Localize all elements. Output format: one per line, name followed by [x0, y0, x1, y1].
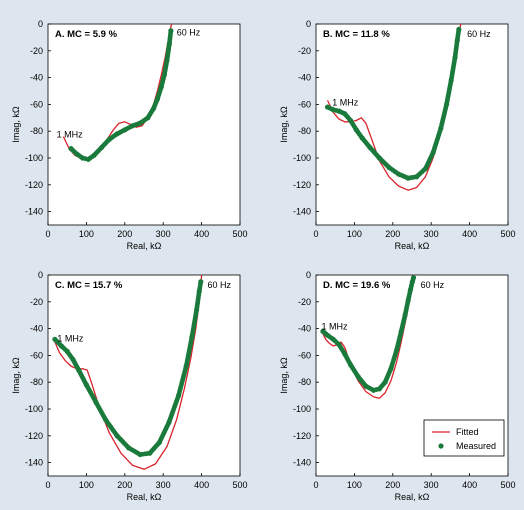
plot-area: [47, 23, 241, 226]
y-tick-label: -120: [25, 431, 43, 441]
x-tick-label: 400: [462, 229, 477, 239]
y-tick-label: -140: [293, 458, 311, 468]
y-tick-label: -80: [298, 126, 311, 136]
y-tick-label: -80: [30, 126, 43, 136]
y-tick-label: -40: [298, 73, 311, 83]
x-tick-label: 200: [385, 229, 400, 239]
x-tick-label: 400: [462, 480, 477, 490]
x-tick-label: 100: [347, 480, 362, 490]
measured-point: [410, 275, 417, 281]
chart-panel-3: 0 100 200 300 400 500 0 -20 -40 -60 -80 -100 -120 -14…: [11, 270, 248, 502]
y-tick-label: 0: [306, 19, 311, 29]
y-tick-label: -140: [25, 207, 43, 217]
x-tick-label: 0: [313, 480, 318, 490]
legend-measured-swatch: [438, 443, 444, 449]
legend: Fitted Measured: [423, 419, 505, 457]
y-tick-label: -100: [293, 404, 311, 414]
x-tick-label: 300: [424, 229, 439, 239]
annotation-label: 60 Hz: [208, 280, 232, 290]
x-tick-label: 300: [156, 229, 171, 239]
y-axis-label: Imag, kΩ: [11, 357, 21, 394]
measured-series: [320, 275, 417, 393]
y-tick-label: -60: [30, 350, 43, 360]
legend-measured-label: Measured: [456, 441, 496, 451]
x-tick-label: 100: [79, 229, 94, 239]
legend-box: [423, 419, 505, 457]
y-tick-label: -120: [293, 431, 311, 441]
x-tick-label: 200: [117, 229, 132, 239]
y-tick-label: -20: [298, 297, 311, 307]
x-axis-label: Real, kΩ: [395, 241, 430, 251]
annotation-label: 60 Hz: [467, 29, 491, 39]
x-axis-label: Real, kΩ: [127, 241, 162, 251]
y-tick-label: 0: [38, 270, 43, 280]
y-tick-label: -100: [25, 153, 43, 163]
y-tick-label: -80: [30, 377, 43, 387]
x-tick-label: 300: [424, 480, 439, 490]
y-tick-label: 0: [38, 19, 43, 29]
panel-title: A. MC = 5.9 %: [55, 29, 118, 40]
annotation-label: 1 MHz: [332, 97, 359, 107]
y-tick-label: -120: [25, 180, 43, 190]
x-tick-label: 500: [232, 229, 247, 239]
panel-title: C. MC = 15.7 %: [55, 280, 123, 291]
chart-panel-2: 0 100 200 300 400 500 0 -20 -40 -60 -80 -100 -120 -14…: [279, 19, 516, 251]
panel-title: D. MC = 19.6 %: [323, 280, 391, 291]
measured-point: [168, 28, 174, 34]
annotation-label: 60 Hz: [421, 280, 445, 290]
y-tick-label: -80: [298, 377, 311, 387]
measured-series: [68, 28, 174, 162]
y-tick-label: -120: [293, 180, 311, 190]
x-tick-label: 0: [313, 229, 318, 239]
plot-area: [315, 23, 509, 226]
x-tick-label: 0: [45, 229, 50, 239]
x-tick-label: 500: [500, 229, 515, 239]
x-tick-label: 100: [347, 229, 362, 239]
legend-fitted-label: Fitted: [456, 427, 479, 437]
measured-series: [52, 279, 204, 458]
y-tick-label: -140: [293, 207, 311, 217]
x-tick-label: 100: [79, 480, 94, 490]
plot-area: [47, 274, 241, 477]
panel-title: B. MC = 11.8 %: [323, 29, 390, 40]
x-axis-label: Real, kΩ: [395, 492, 430, 502]
y-tick-label: -20: [30, 46, 43, 56]
x-tick-label: 500: [232, 480, 247, 490]
annotation-label: 1 MHz: [322, 322, 349, 332]
y-tick-label: -60: [298, 350, 311, 360]
x-tick-label: 200: [117, 480, 132, 490]
y-tick-label: -20: [298, 46, 311, 56]
fitted-series-line: [53, 274, 203, 470]
chart-panel-1: 0 100 200 300 400 500 0 -20 -40 -60 -80 -100 -120 -14…: [11, 19, 248, 251]
x-tick-label: 200: [385, 480, 400, 490]
y-tick-label: -40: [30, 324, 43, 334]
x-tick-label: 0: [45, 480, 50, 490]
annotation-label: 1 MHz: [57, 130, 84, 140]
x-tick-label: 300: [156, 480, 171, 490]
y-tick-label: 0: [306, 270, 311, 280]
annotation-label: 60 Hz: [177, 28, 201, 38]
y-tick-label: -100: [25, 404, 43, 414]
x-tick-label: 400: [194, 229, 209, 239]
y-tick-label: -60: [298, 99, 311, 109]
y-tick-label: -100: [293, 153, 311, 163]
y-tick-label: -60: [30, 99, 43, 109]
measured-series: [324, 26, 462, 181]
y-tick-label: -40: [30, 73, 43, 83]
x-tick-label: 400: [194, 480, 209, 490]
measured-point: [198, 279, 204, 285]
y-axis-label: Imag, kΩ: [11, 106, 21, 143]
y-axis-label: Imag, kΩ: [279, 106, 289, 143]
y-tick-label: -40: [298, 324, 311, 334]
y-axis-label: Imag, kΩ: [279, 357, 289, 394]
measured-point: [456, 26, 462, 32]
annotation-label: 1 MHz: [57, 334, 84, 344]
x-axis-label: Real, kΩ: [127, 492, 162, 502]
y-tick-label: -20: [30, 297, 43, 307]
x-tick-label: 500: [500, 480, 515, 490]
y-tick-label: -140: [25, 458, 43, 468]
